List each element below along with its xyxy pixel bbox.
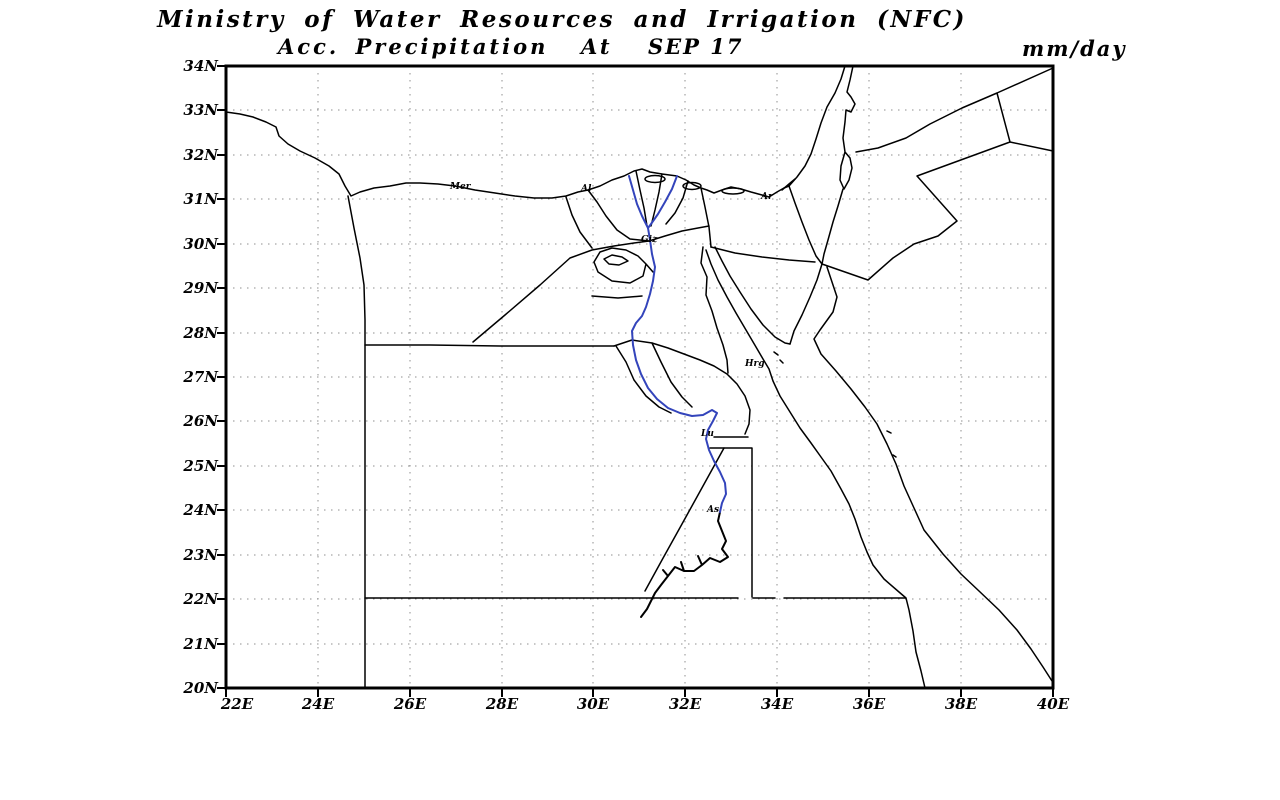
lon-label-32e: 32E	[669, 695, 702, 713]
subtitle-variable: Acc. Precipitation At	[276, 34, 613, 59]
lat-label-23n: 23N	[182, 546, 219, 564]
giza-west-border	[472, 240, 650, 343]
lat-label-20n: 20N	[182, 679, 219, 697]
bardawil-lagoon	[721, 187, 745, 195]
city-label-arish: Ar	[760, 192, 774, 202]
burullus-lagoon	[644, 174, 666, 184]
city-label-giza: Giz	[641, 235, 658, 245]
fayoum-outline	[593, 247, 654, 284]
city-label-alexandria: Al	[580, 184, 592, 194]
delta-governorate-lines	[587, 170, 710, 242]
lat-label-30n: 30N	[183, 235, 219, 253]
city-label-aswan: As	[706, 505, 719, 515]
libya-border	[347, 195, 366, 689]
aswan-diagonal-border	[644, 447, 725, 592]
gulf-of-aqaba-sinai-coast	[789, 263, 823, 345]
page-title: Ministry of Water Resources and Irrigati…	[156, 6, 967, 33]
lon-label-30e: 30E	[577, 695, 610, 713]
city-labels: Mer Al Ar Giz Hrg Lu As	[449, 182, 774, 515]
nile-valley-east-border	[651, 342, 693, 408]
lon-label-36e: 36E	[853, 695, 886, 713]
beheira-border	[565, 196, 593, 249]
lat-label-34n: 34N	[183, 57, 219, 75]
lat-label-27n: 27N	[182, 368, 219, 386]
lon-label-28e: 28E	[485, 695, 519, 713]
gulf-of-suez-west-coast	[705, 249, 926, 689]
beni-suef-border	[591, 295, 643, 299]
lat-label-32n: 32N	[183, 146, 219, 164]
city-label-hurghada: Hrg	[744, 359, 765, 369]
jordan-saudi-border	[821, 67, 1054, 281]
lake-qarun	[603, 254, 629, 266]
nile-main-stem	[631, 227, 727, 513]
nile-rosetta-branch	[628, 175, 649, 229]
mediterranean-coast-west	[225, 111, 589, 199]
lat-axis-labels: 34N 33N 32N 31N 30N 29N 28N 27N 26N 25N …	[182, 57, 219, 697]
luxor-borders	[709, 436, 753, 598]
manzala-lagoon	[682, 181, 702, 191]
lon-label-38e: 38E	[945, 695, 978, 713]
lat-label-28n: 28N	[182, 324, 219, 342]
israel-egypt-border	[788, 185, 823, 265]
lon-label-26e: 26E	[393, 695, 427, 713]
lon-axis-labels: 22E 24E 26E 28E 30E 32E 34E 36E 38E 40E	[220, 695, 1070, 713]
lat-gridlines	[226, 109, 1053, 645]
units-label: mm/day	[1022, 36, 1127, 61]
lat-ticks	[217, 65, 226, 689]
lat-label-29n: 29N	[182, 279, 219, 297]
lat-label-21n: 21N	[182, 635, 219, 653]
lat-label-31n: 31N	[183, 190, 219, 208]
gulf-of-suez-sinai-coast	[714, 246, 791, 345]
lon-gridlines	[317, 66, 962, 688]
lon-label-22e: 22E	[220, 695, 254, 713]
red-sea-islands	[773, 351, 897, 458]
lat-label-24n: 24N	[182, 501, 219, 519]
sinai-governorate-border	[710, 246, 816, 263]
borders	[347, 65, 1054, 689]
border-27-7n	[364, 344, 615, 347]
lon-label-24e: 24E	[301, 695, 335, 713]
lake-nasser	[640, 511, 729, 618]
jordan-river-dead-sea	[821, 65, 856, 265]
lon-ticks	[225, 688, 1054, 697]
suez-canal	[700, 187, 712, 248]
eastern-desert-border	[700, 246, 729, 374]
lon-label-40e: 40E	[1037, 695, 1070, 713]
subtitle-date: SEP 17	[648, 34, 744, 59]
nile-valley-west-border	[615, 345, 672, 414]
lon-label-34e: 34E	[761, 695, 794, 713]
arabian-red-sea-coast	[813, 266, 1053, 682]
lat-label-33n: 33N	[183, 101, 219, 119]
gaza-strip-line	[781, 178, 796, 191]
lat-label-26n: 26N	[182, 412, 219, 430]
city-label-luxor: Lu	[700, 429, 714, 439]
nile-river	[628, 175, 727, 513]
nile-damietta-branch	[647, 175, 678, 229]
lat-label-25n: 25N	[182, 457, 219, 475]
levant-coast	[788, 65, 846, 187]
city-label-mersa-matruh: Mer	[449, 182, 472, 192]
lat-label-22n: 22N	[182, 590, 219, 608]
